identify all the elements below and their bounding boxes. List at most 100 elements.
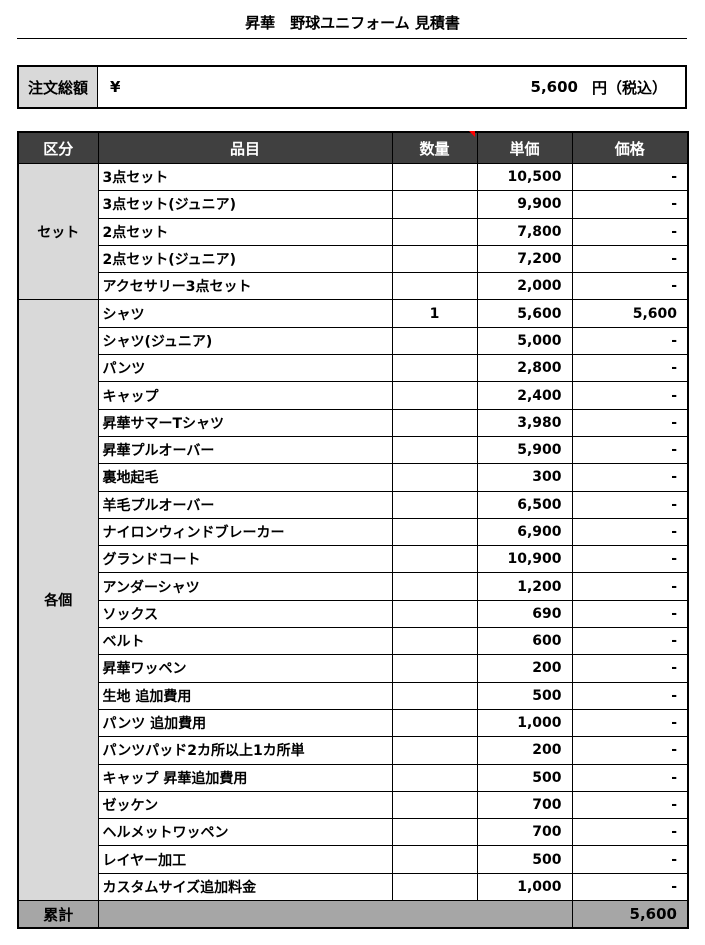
quantity-cell[interactable] bbox=[391, 162, 478, 192]
unit-price-cell: 2,400 bbox=[476, 381, 573, 410]
unit-price-cell: 2,800 bbox=[476, 354, 573, 383]
item-name: アクセサリー3点セット bbox=[97, 272, 393, 301]
table-row: ソックス 690- bbox=[18, 599, 689, 629]
header-item: 品目 bbox=[97, 131, 393, 164]
price-cell: - bbox=[571, 627, 689, 656]
quantity-cell[interactable] bbox=[391, 244, 478, 274]
table-row: キャップ 2,400- bbox=[18, 381, 689, 410]
order-total-label: 注文総額 bbox=[19, 67, 98, 107]
quantity-cell[interactable] bbox=[391, 435, 478, 465]
price-cell: - bbox=[571, 654, 689, 683]
quantity-cell[interactable] bbox=[391, 517, 478, 547]
price-cell: - bbox=[571, 790, 689, 820]
price-cell: - bbox=[571, 517, 689, 547]
quantity-cell[interactable] bbox=[391, 354, 478, 383]
quantity-cell[interactable] bbox=[391, 545, 478, 574]
item-name: キャップ 昇華追加費用 bbox=[97, 763, 393, 792]
quantity-cell[interactable] bbox=[391, 818, 478, 847]
unit-price-cell: 1,200 bbox=[476, 572, 573, 601]
price-cell: - bbox=[571, 681, 689, 710]
quantity-cell[interactable] bbox=[391, 681, 478, 710]
unit-price-cell: 6,900 bbox=[476, 517, 573, 547]
quantity-cell[interactable] bbox=[391, 217, 478, 246]
quantity-cell[interactable] bbox=[391, 463, 478, 492]
table-row: 生地 追加費用 500- bbox=[18, 681, 689, 710]
price-cell: - bbox=[571, 381, 689, 410]
quantity-cell[interactable] bbox=[391, 872, 478, 902]
table-row: パンツ 追加費用 1,000- bbox=[18, 708, 689, 738]
unit-price-cell: 600 bbox=[476, 627, 573, 656]
comment-indicator-icon[interactable] bbox=[469, 131, 475, 137]
price-cell: - bbox=[571, 708, 689, 738]
table-row: ナイロンウィンドブレーカー 6,900- bbox=[18, 517, 689, 547]
quantity-cell[interactable] bbox=[391, 572, 478, 601]
table-row: 昇華サマーTシャツ 3,980- bbox=[18, 408, 689, 437]
price-cell: - bbox=[571, 545, 689, 574]
quantity-cell[interactable] bbox=[391, 190, 478, 219]
table-row: 昇華プルオーバー 5,900- bbox=[18, 435, 689, 465]
item-name: 羊毛プルオーバー bbox=[97, 490, 393, 519]
quantity-cell[interactable] bbox=[391, 708, 478, 738]
quantity-cell[interactable] bbox=[391, 272, 478, 301]
unit-price-cell: 7,200 bbox=[476, 244, 573, 274]
table-row: 昇華ワッペン 200- bbox=[18, 654, 689, 683]
category-cell: 各個 bbox=[17, 299, 99, 902]
unit-price-cell: 500 bbox=[476, 763, 573, 792]
item-name: 2点セット bbox=[97, 217, 393, 246]
table-row: アンダーシャツ 1,200- bbox=[18, 572, 689, 601]
item-name: 裏地起毛 bbox=[97, 463, 393, 492]
quantity-cell[interactable] bbox=[391, 763, 478, 792]
quantity-cell[interactable] bbox=[391, 845, 478, 874]
quantity-cell[interactable] bbox=[391, 381, 478, 410]
quantity-cell[interactable] bbox=[391, 627, 478, 656]
table-row: ゼッケン 700- bbox=[18, 790, 689, 820]
item-name: レイヤー加工 bbox=[97, 845, 393, 874]
quantity-cell[interactable] bbox=[391, 490, 478, 519]
item-name: ゼッケン bbox=[97, 790, 393, 820]
price-cell: - bbox=[571, 190, 689, 219]
item-name: 昇華サマーTシャツ bbox=[97, 408, 393, 437]
item-name: 生地 追加費用 bbox=[97, 681, 393, 710]
quantity-cell[interactable] bbox=[391, 599, 478, 629]
price-cell: - bbox=[571, 435, 689, 465]
item-name: 2点セット(ジュニア) bbox=[97, 244, 393, 274]
unit-price-cell: 5,900 bbox=[476, 435, 573, 465]
price-cell: - bbox=[571, 244, 689, 274]
table-row: 2点セット(ジュニア) 7,200- bbox=[18, 244, 689, 274]
item-name: ベルト bbox=[97, 627, 393, 656]
unit-price-cell: 10,900 bbox=[476, 545, 573, 574]
table-row: 各個 シャツ 1 5,600 5,600 bbox=[17, 299, 689, 902]
item-name: 3点セット bbox=[97, 162, 393, 192]
estimate-table: 区分 品目 数量 単価 価格 セット 3点セット 10,500-3点セット(ジュニア… bbox=[17, 131, 689, 930]
quantity-cell[interactable] bbox=[391, 654, 478, 683]
quantity-cell[interactable] bbox=[391, 790, 478, 820]
quantity-cell[interactable] bbox=[391, 408, 478, 437]
item-name: 昇華ワッペン bbox=[97, 654, 393, 683]
unit-price-cell: 6,500 bbox=[476, 490, 573, 519]
table-row: カスタムサイズ追加料金 1,000- bbox=[18, 872, 689, 902]
footer-spacer bbox=[97, 900, 573, 929]
quantity-cell[interactable] bbox=[391, 326, 478, 356]
price-cell: - bbox=[571, 490, 689, 519]
price-cell: - bbox=[571, 326, 689, 356]
table-row: 3点セット(ジュニア) 9,900- bbox=[18, 190, 689, 219]
unit-price-cell: 10,500 bbox=[476, 162, 573, 192]
table-row: レイヤー加工 500- bbox=[18, 845, 689, 874]
price-cell: 5,600 bbox=[571, 299, 689, 328]
table-row: セット 3点セット 10,500- bbox=[17, 162, 689, 301]
unit-price-cell: 500 bbox=[476, 681, 573, 710]
table-row: 裏地起毛 300- bbox=[18, 463, 689, 492]
unit-price-cell: 300 bbox=[476, 463, 573, 492]
quantity-cell[interactable]: 1 bbox=[391, 299, 478, 328]
item-name: 3点セット(ジュニア) bbox=[97, 190, 393, 219]
header-price: 価格 bbox=[571, 131, 689, 164]
unit-price-cell: 9,900 bbox=[476, 190, 573, 219]
item-name: ソックス bbox=[97, 599, 393, 629]
unit-price-cell: 3,980 bbox=[476, 408, 573, 437]
table-row: パンツパッド2カ所以上1カ所単 200- bbox=[18, 736, 689, 765]
price-cell: - bbox=[571, 572, 689, 601]
quantity-cell[interactable] bbox=[391, 736, 478, 765]
price-cell: - bbox=[571, 463, 689, 492]
order-total-box: 注文総額 ¥ 5,600 円（税込） bbox=[17, 65, 687, 109]
item-name: シャツ bbox=[97, 299, 393, 328]
